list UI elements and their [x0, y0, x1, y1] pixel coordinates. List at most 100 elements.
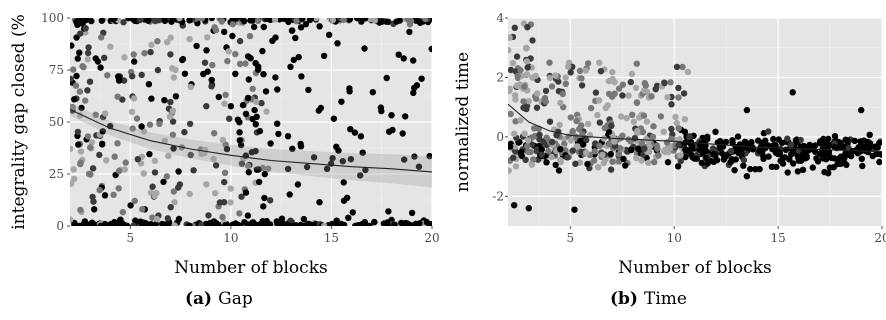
data-point [96, 186, 103, 194]
data-point [169, 131, 177, 138]
data-point [755, 137, 762, 144]
data-point [208, 221, 215, 226]
data-point [236, 137, 243, 144]
data-point [70, 180, 75, 187]
data-point [244, 212, 252, 219]
data-point [782, 146, 790, 153]
data-point [219, 136, 227, 144]
data-point [200, 70, 207, 78]
data-point [89, 193, 96, 201]
data-point [660, 128, 667, 135]
data-point [779, 160, 787, 167]
data-point [297, 24, 305, 31]
data-point [232, 18, 240, 22]
x-tick-label: 15 [324, 231, 339, 245]
data-point [236, 37, 244, 45]
data-point [219, 213, 226, 221]
data-point [169, 118, 177, 125]
x-tick-label: 5 [567, 231, 575, 245]
data-point [323, 165, 331, 172]
data-point [729, 137, 736, 144]
data-point [677, 157, 684, 165]
data-point [171, 199, 178, 206]
data-point [82, 97, 89, 104]
data-point [167, 34, 174, 41]
data-point [361, 45, 368, 52]
data-point [133, 115, 141, 122]
data-point [307, 221, 314, 226]
data-point [274, 86, 281, 93]
data-point [391, 221, 398, 226]
data-point [288, 27, 296, 34]
data-point [748, 139, 755, 146]
y-tick-label: -2 [492, 189, 504, 203]
data-point [860, 137, 868, 144]
x-tick-label: 20 [874, 231, 886, 245]
data-point [533, 104, 541, 111]
data-point [167, 204, 174, 211]
data-point [203, 181, 210, 188]
data-point [284, 133, 292, 140]
data-point [239, 18, 246, 22]
data-point [102, 110, 109, 117]
data-point [653, 142, 661, 149]
data-point [79, 62, 86, 70]
data-point [92, 111, 99, 119]
data-point [413, 18, 420, 24]
data-point [98, 141, 106, 148]
data-point [203, 103, 210, 110]
data-point [679, 63, 686, 71]
data-point [609, 158, 616, 165]
data-point [161, 97, 168, 104]
data-point [98, 18, 105, 24]
data-point [540, 139, 547, 146]
data-point [208, 18, 215, 22]
data-point [89, 165, 97, 172]
data-point [623, 114, 630, 122]
data-point [170, 145, 177, 152]
data-point [145, 18, 152, 22]
caption-a: (a) Gap [185, 289, 253, 309]
data-point [328, 220, 336, 226]
data-point [71, 96, 78, 103]
data-point [73, 72, 80, 80]
data-point [227, 199, 234, 206]
data-point [512, 163, 520, 170]
data-point [693, 155, 700, 162]
data-point [794, 168, 802, 175]
caption-b: (b) Time [610, 289, 687, 309]
data-point [876, 158, 882, 166]
data-point [548, 153, 555, 161]
data-point [229, 32, 236, 40]
data-point [316, 199, 323, 206]
data-point [549, 138, 556, 146]
panel-gap: 5 10 15 20 0 25 50 75 100 Number of blocks integra… [9, 11, 440, 278]
data-point [128, 108, 136, 116]
data-point [525, 137, 532, 144]
data-point [245, 76, 252, 83]
data-point [511, 24, 518, 31]
data-point [352, 222, 359, 226]
data-point [788, 151, 795, 158]
data-point [410, 57, 417, 64]
data-point [362, 166, 369, 174]
data-point [242, 110, 250, 118]
data-point [212, 162, 220, 169]
x-tick-label: 15 [770, 231, 785, 245]
data-point [88, 139, 96, 146]
data-point [661, 79, 668, 87]
data-point [680, 90, 688, 97]
data-point [640, 112, 648, 119]
data-point [702, 147, 710, 154]
data-point [866, 131, 873, 138]
data-point [359, 220, 366, 226]
data-points [508, 20, 882, 213]
data-point [524, 24, 531, 31]
data-point [646, 143, 653, 151]
data-point [596, 59, 603, 66]
data-point [120, 19, 127, 26]
data-point [139, 222, 146, 226]
data-point [712, 128, 719, 135]
data-point [232, 220, 239, 226]
data-point [165, 152, 172, 160]
